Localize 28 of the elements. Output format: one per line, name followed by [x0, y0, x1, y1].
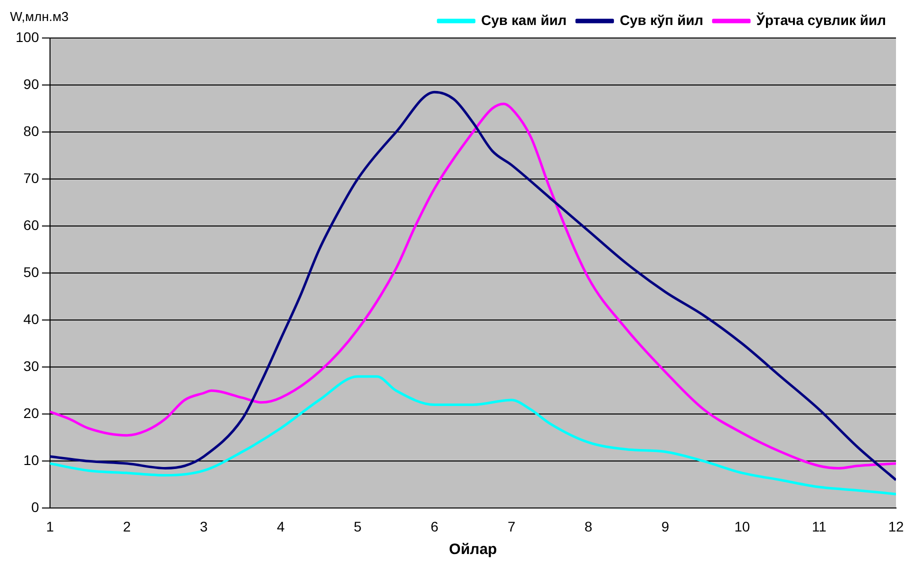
legend-label: Сув кам йил — [481, 12, 567, 28]
x-tick-label: 4 — [276, 518, 285, 534]
y-tick-label: 20 — [23, 405, 40, 422]
y-tick-label: 0 — [31, 499, 40, 516]
x-tick-label: 1 — [46, 518, 54, 534]
x-tick-label: 12 — [888, 518, 904, 534]
x-axis-title: Ойлар — [449, 541, 497, 558]
y-tick-label: 100 — [16, 28, 40, 45]
y-tick-label: 70 — [23, 170, 40, 186]
x-tick-label: 9 — [661, 518, 670, 534]
x-tick-label: 3 — [200, 518, 208, 534]
x-tick-label: 5 — [354, 518, 362, 534]
y-tick-label: 60 — [23, 216, 40, 233]
y-axis-title: W,млн.м3 — [10, 9, 69, 24]
y-tick-label: 30 — [23, 358, 40, 374]
x-tick-label: 6 — [430, 518, 439, 534]
y-tick-label: 50 — [23, 264, 40, 280]
x-tick-label: 11 — [812, 518, 827, 534]
x-tick-label: 7 — [508, 518, 516, 534]
y-tick-label: 40 — [23, 310, 40, 327]
y-tick-label: 90 — [23, 76, 40, 92]
y-tick-label: 80 — [23, 122, 40, 139]
x-tick-label: 2 — [123, 518, 132, 534]
x-tick-label: 10 — [734, 518, 750, 534]
x-tick-label: 8 — [584, 518, 592, 534]
legend-label: Сув кўп йил — [620, 12, 704, 28]
legend-label: Ўртача сувлик йил — [755, 12, 886, 28]
y-tick-label: 10 — [23, 452, 40, 468]
